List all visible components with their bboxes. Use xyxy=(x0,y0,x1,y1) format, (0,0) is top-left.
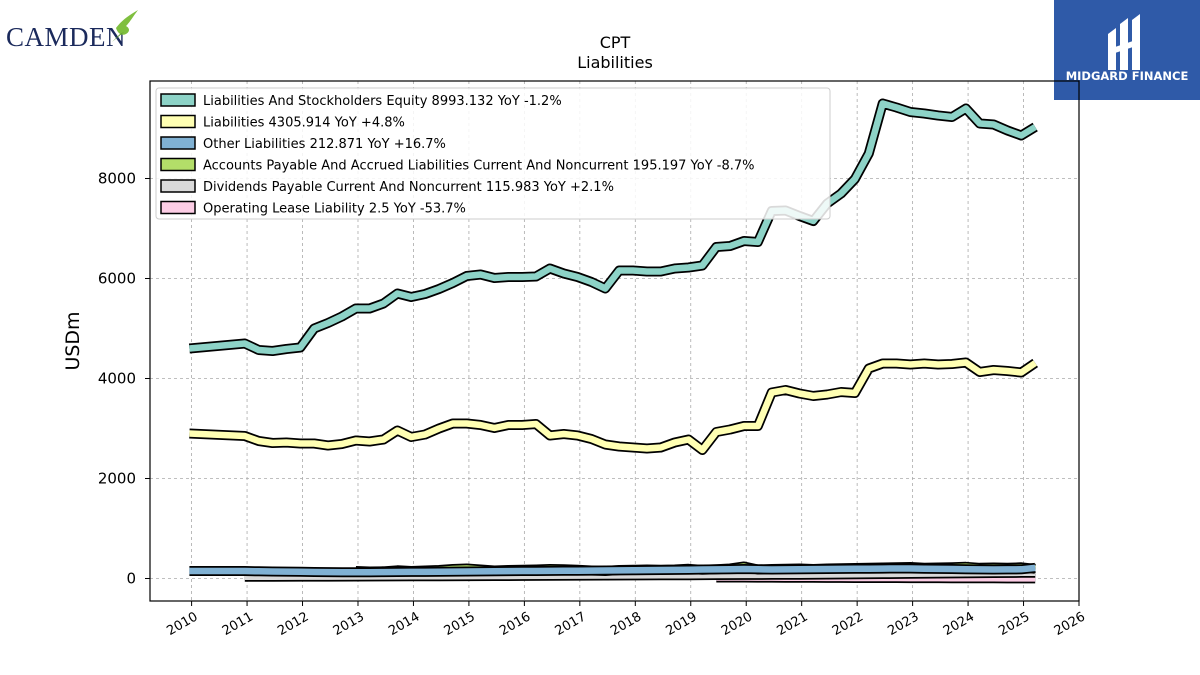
x-tick-label: 2014 xyxy=(386,609,422,639)
x-tick-label: 2020 xyxy=(719,609,755,639)
x-tick-label: 2016 xyxy=(497,609,533,639)
chart-title: CPT xyxy=(600,33,631,52)
legend-swatch xyxy=(160,157,196,172)
legend-swatch xyxy=(160,114,196,129)
x-tick-label: 2013 xyxy=(331,609,367,639)
legend-entry: Dividends Payable Current And Noncurrent… xyxy=(203,180,614,195)
hummingbird-icon xyxy=(112,10,138,42)
legend-entry: Accounts Payable And Accrued Liabilities… xyxy=(203,159,755,174)
x-tick-label: 2023 xyxy=(885,609,921,639)
x-tick-label: 2019 xyxy=(664,609,700,639)
legend-entry: Operating Lease Liability 2.5 YoY -53.7% xyxy=(203,202,466,217)
y-tick-label: 6000 xyxy=(98,270,136,288)
midgard-finance-logo: MIDGARD FINANCE xyxy=(1054,0,1200,100)
series-layer xyxy=(188,98,1039,584)
legend-box xyxy=(155,87,831,220)
y-tick-label: 4000 xyxy=(98,370,136,388)
x-tick-label: 2018 xyxy=(608,609,644,639)
x-tick-label: 2024 xyxy=(941,609,977,639)
x-tick-label: 2011 xyxy=(220,609,256,639)
x-tick-label: 2017 xyxy=(553,609,589,639)
series-line-liabilities-and-stockholders-equity xyxy=(189,100,1037,355)
y-tick-label: 0 xyxy=(126,570,136,588)
legend-swatch xyxy=(160,200,196,215)
series-line-liabilities xyxy=(189,359,1038,454)
x-tick-label: 2012 xyxy=(275,609,311,639)
y-axis-label: USDm xyxy=(62,311,84,370)
series-outline-liabilities xyxy=(189,357,1039,455)
legend: Liabilities And Stockholders Equity 8993… xyxy=(155,87,831,220)
x-tick-label: 2022 xyxy=(830,609,866,639)
legend-swatch xyxy=(160,179,196,193)
legend-entry: Liabilities And Stockholders Equity 8993… xyxy=(203,94,562,109)
y-tick-label: 2000 xyxy=(98,470,136,488)
legend-swatch xyxy=(160,93,196,107)
x-tick-label: 2015 xyxy=(442,609,478,639)
camden-logo-text: CAMDEN xyxy=(6,22,126,52)
legend-swatch xyxy=(160,136,196,150)
x-tick-label: 2026 xyxy=(1052,609,1088,639)
series-line-other-liabilities xyxy=(189,564,1036,576)
camden-logo: CAMDEN xyxy=(6,10,138,52)
legend-entry: Liabilities 4305.914 YoY +4.8% xyxy=(203,116,405,131)
midgard-logo-text: MIDGARD FINANCE xyxy=(1066,69,1189,83)
x-tick-label: 2021 xyxy=(774,609,810,639)
y-tick-label: 8000 xyxy=(98,170,136,188)
chart-subtitle: Liabilities xyxy=(577,53,653,72)
legend-entry: Other Liabilities 212.871 YoY +16.7% xyxy=(203,137,446,152)
plot-frame xyxy=(149,80,1080,602)
x-tick-label: 2025 xyxy=(996,609,1032,639)
x-tick-label: 2010 xyxy=(164,609,200,639)
midgard-emblem-icon: MIDGARD FINANCE xyxy=(1066,14,1189,83)
